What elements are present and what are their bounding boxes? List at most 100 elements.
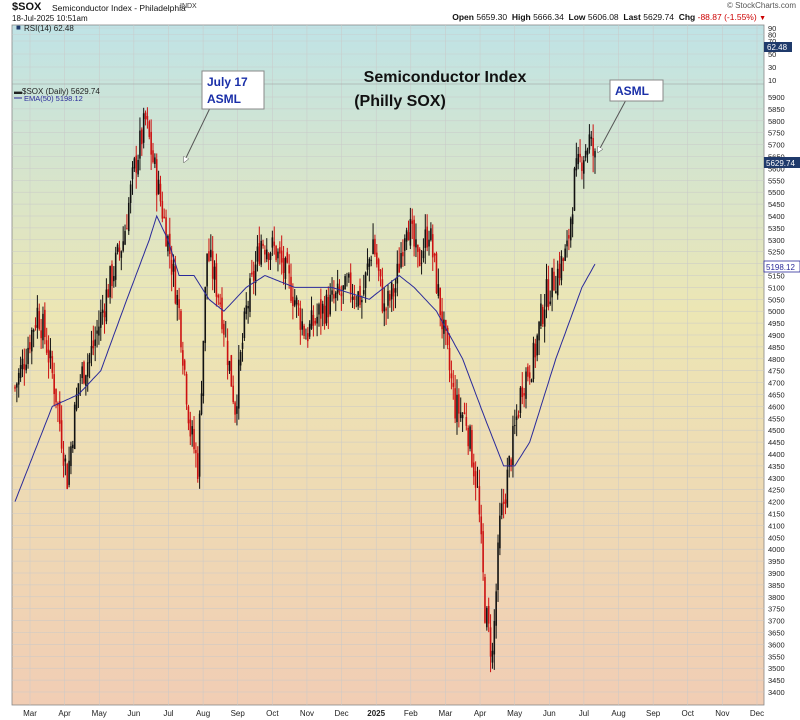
y-tick-label: 4200 xyxy=(768,498,785,507)
index-name: Semiconductor Index - Philadelphia xyxy=(52,3,186,13)
x-axis: Mar Apr May Jun Jul Aug Sep Oct Nov Dec 2025 Feb Mar… xyxy=(23,709,764,718)
x-tick-label: Jul xyxy=(163,709,173,718)
high-label: High xyxy=(511,12,531,22)
rsi-tick-label: 90 xyxy=(768,24,776,33)
y-tick-label: 5700 xyxy=(768,141,785,150)
badge-text: 5198.12 xyxy=(766,263,795,272)
y-tick-label: 5550 xyxy=(768,176,785,185)
y-tick-label: 5600 xyxy=(768,164,785,173)
annotation-line2: ASML xyxy=(207,92,241,106)
y-tick-label: 5250 xyxy=(768,248,785,257)
badge-text: 5629.74 xyxy=(766,159,795,168)
copyright: © StockCharts.com xyxy=(726,1,796,10)
x-tick-label: Oct xyxy=(682,709,695,718)
y-tick-label: 4150 xyxy=(768,510,785,519)
y-tick-label: 4900 xyxy=(768,331,785,340)
y-tick-label: 5900 xyxy=(768,93,785,102)
quote-date: 18-Jul-2025 10:51am xyxy=(12,14,88,23)
x-tick-label: Nov xyxy=(300,709,314,718)
quote-line: Open 5659.30 High 5666.34 Low 5606.08 La… xyxy=(452,12,766,22)
rsi-tick-label: 30 xyxy=(768,63,776,72)
x-tick-label: Dec xyxy=(750,709,764,718)
y-tick-label: 4850 xyxy=(768,343,785,352)
rsi-legend-icon: ■ xyxy=(16,23,21,32)
rsi-tick-label: 50 xyxy=(768,50,776,59)
low-label: Low xyxy=(568,12,586,22)
x-tick-label: Feb xyxy=(404,709,418,718)
badge-bg xyxy=(763,260,800,273)
y-tick-label: 4450 xyxy=(768,438,785,447)
x-tick-label: Jun xyxy=(543,709,556,718)
chart-subtitle: (Philly SOX) xyxy=(354,93,446,110)
annotation-box xyxy=(201,70,265,110)
annotation-asml-current: ASML xyxy=(598,79,664,152)
rsi-tick-label: 70 xyxy=(768,37,776,46)
y-tick-label: 5400 xyxy=(768,212,785,221)
y-tick-label: 4350 xyxy=(768,462,785,471)
low-value: 5606.08 xyxy=(587,12,619,22)
x-tick-label: Jul xyxy=(579,709,589,718)
y-tick-label: 3500 xyxy=(768,664,785,673)
y-tick-label: 4050 xyxy=(768,533,785,542)
y-tick-label: 4000 xyxy=(768,545,785,554)
exchange: INDX xyxy=(180,3,197,10)
last-value: 5629.74 xyxy=(643,12,674,22)
y-tick-label: 5850 xyxy=(768,105,785,114)
rsi-tick-label: 80 xyxy=(768,31,776,40)
badge-bg xyxy=(764,157,800,168)
y-tick-label: 3850 xyxy=(768,581,785,590)
y-tick-label: 3800 xyxy=(768,593,785,602)
plot-background xyxy=(11,24,765,706)
x-tick-label: Jun xyxy=(127,709,140,718)
y-tick-label: 3950 xyxy=(768,557,785,566)
y-tick-label: 5800 xyxy=(768,117,785,126)
y-tick-label: 5150 xyxy=(768,272,785,281)
symbol: $SOX xyxy=(12,1,42,13)
y-tick-label: 3900 xyxy=(768,569,785,578)
y-tick-label: 5450 xyxy=(768,200,785,209)
y-tick-label: 3550 xyxy=(768,652,785,661)
x-tick-label: Aug xyxy=(611,709,625,718)
annotation-july17: July 17 ASML xyxy=(184,70,265,162)
y-tick-label: 4550 xyxy=(768,414,785,423)
y-tick-label: 4800 xyxy=(768,355,785,364)
price-legend: $SOX (Daily) 5629.74 xyxy=(22,87,100,96)
y-tick-label: 4700 xyxy=(768,379,785,388)
y-tick-label: 4950 xyxy=(768,319,785,328)
x-tick-label: May xyxy=(507,709,522,718)
y-tick-label: 4600 xyxy=(768,402,785,411)
y-tick-label: 4300 xyxy=(768,474,785,483)
x-tick-label: Oct xyxy=(266,709,279,718)
y-tick-label: 4500 xyxy=(768,426,785,435)
y-tick-label: 5300 xyxy=(768,236,785,245)
y-tick-label: 3400 xyxy=(768,688,785,697)
badge-bg xyxy=(764,42,792,52)
rsi-badge: 62.48 xyxy=(764,42,792,52)
y-tick-label: 5350 xyxy=(768,224,785,233)
rsi-legend: RSI(14) 62.48 xyxy=(24,24,74,33)
ema-badge: 5198.12 xyxy=(763,260,800,273)
open-value: 5659.30 xyxy=(476,12,508,22)
badge-text: 62.48 xyxy=(767,43,788,52)
y-tick-label: 3650 xyxy=(768,629,785,638)
annotation-arrow xyxy=(184,107,211,162)
annotation-line1: July 17 xyxy=(207,75,248,89)
ema-legend: EMA(50) 5198.12 xyxy=(24,94,83,103)
y-tick-label: 5000 xyxy=(768,307,785,316)
x-tick-label: Sep xyxy=(231,709,246,718)
y-tick-label: 3450 xyxy=(768,676,785,685)
x-tick-label: 2025 xyxy=(367,709,385,718)
x-tick-label: May xyxy=(92,709,107,718)
grid-lines xyxy=(12,25,764,705)
last-label: Last xyxy=(623,12,641,22)
y-tick-label: 5100 xyxy=(768,283,785,292)
candlesticks xyxy=(14,107,596,673)
chg-value: -88.87 (-1.55%) xyxy=(697,12,757,22)
y-tick-label: 3600 xyxy=(768,640,785,649)
y-tick-label: 4650 xyxy=(768,391,785,400)
open-label: Open xyxy=(452,12,474,22)
last-price-badge: 5629.74 xyxy=(764,157,800,168)
x-tick-label: Sep xyxy=(646,709,661,718)
annotation-line1: ASML xyxy=(615,84,649,98)
